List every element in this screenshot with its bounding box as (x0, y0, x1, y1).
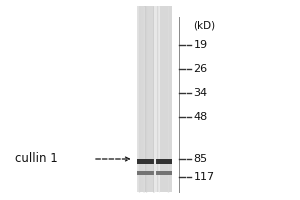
Bar (136, 6, 172, 192)
Text: 48: 48 (194, 112, 208, 122)
Bar (137, 171, 172, 175)
Text: 26: 26 (194, 64, 208, 74)
Bar (137, 158, 172, 164)
Text: (kD): (kD) (194, 20, 216, 30)
Text: 19: 19 (194, 40, 208, 50)
Text: 85: 85 (194, 154, 208, 164)
Text: cullin 1: cullin 1 (15, 152, 58, 166)
Text: 34: 34 (194, 88, 208, 98)
Text: 117: 117 (194, 172, 214, 182)
